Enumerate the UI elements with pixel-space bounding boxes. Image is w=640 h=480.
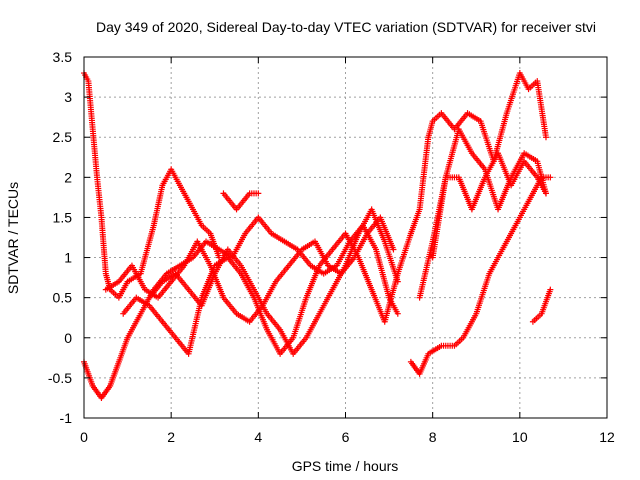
- y-tick-label: 1: [64, 250, 72, 266]
- x-tick-label: 8: [429, 429, 437, 445]
- series-G: [407, 174, 554, 377]
- data-point: [547, 286, 554, 293]
- series-I: [416, 150, 549, 301]
- x-tick-label: 12: [599, 429, 615, 445]
- series-E: [146, 206, 401, 357]
- data-points: [81, 70, 554, 401]
- data-point: [255, 190, 262, 197]
- x-tick-label: 2: [167, 429, 175, 445]
- x-tick-label: 10: [512, 429, 528, 445]
- x-tick-label: 6: [342, 429, 350, 445]
- x-axis-label: GPS time / hours: [292, 458, 399, 474]
- y-tick-label: 0: [64, 330, 72, 346]
- grid-lines: [84, 57, 607, 418]
- y-axis-label: SDTVAR / TECUs: [5, 182, 21, 294]
- series-H: [407, 70, 549, 237]
- axis-ticks: 0 2 4 6 8 10 12 -1 -0.5 0 0.5 1 1.5 2 2.5 3 3.5: [48, 49, 615, 445]
- series-F: [220, 190, 262, 213]
- data-point: [390, 246, 397, 253]
- data-point: [542, 190, 549, 197]
- data-point: [394, 310, 401, 317]
- y-tick-label: -1: [60, 410, 73, 426]
- y-tick-label: 3.5: [53, 49, 73, 65]
- chart-title: Day 349 of 2020, Sidereal Day-to-day VTE…: [96, 19, 596, 35]
- y-tick-label: 3: [64, 89, 72, 105]
- y-tick-label: -0.5: [48, 370, 72, 386]
- series-K: [529, 286, 554, 325]
- series-B: [81, 214, 401, 401]
- series-J: [429, 126, 549, 261]
- y-tick-label: 0.5: [53, 290, 73, 306]
- y-tick-label: 2: [64, 169, 72, 185]
- y-tick-label: 1.5: [53, 209, 73, 225]
- x-tick-label: 0: [80, 429, 88, 445]
- data-point: [542, 134, 549, 141]
- series-A: [81, 70, 223, 301]
- y-tick-label: 2.5: [53, 129, 73, 145]
- data-point: [547, 174, 554, 181]
- data-point: [394, 278, 401, 285]
- x-tick-label: 4: [254, 429, 262, 445]
